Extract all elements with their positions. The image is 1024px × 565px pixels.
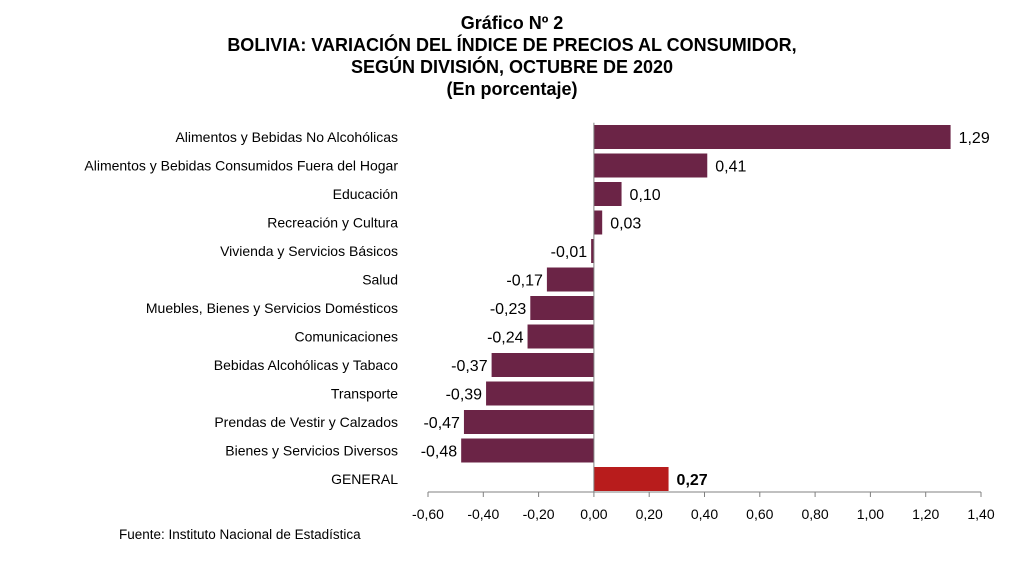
chart-title-main: BOLIVIA: VARIACIÓN DEL ÍNDICE DE PRECIOS… xyxy=(227,35,797,55)
category-label-3: Recreación y Cultura xyxy=(267,215,398,231)
bar-10 xyxy=(463,410,594,434)
value-label-9: -0,39 xyxy=(446,387,483,404)
x-tick-label-7: 0,80 xyxy=(801,506,828,522)
value-label-7: -0,24 xyxy=(487,330,524,347)
category-label-6: Muebles, Bienes y Servicios Domésticos xyxy=(146,300,398,316)
chart-title-unit: (En porcentaje) xyxy=(446,79,578,99)
category-label-12: GENERAL xyxy=(331,471,398,487)
bar-11 xyxy=(461,438,594,463)
x-tick-label-9: 1,20 xyxy=(912,506,939,522)
category-label-9: Transporte xyxy=(331,386,398,402)
category-label-4: Vivienda y Servicios Básicos xyxy=(220,243,398,259)
bar-4 xyxy=(591,239,594,263)
bar-1 xyxy=(593,153,708,178)
x-tick-label-6: 0,60 xyxy=(746,506,773,522)
value-label-2: 0,10 xyxy=(630,187,661,204)
category-label-8: Bebidas Alcohólicas y Tabaco xyxy=(214,357,398,373)
x-tick-label-1: -0,40 xyxy=(467,506,499,522)
value-label-1: 0,41 xyxy=(715,159,746,176)
value-label-12: 0,27 xyxy=(677,472,708,489)
value-label-4: -0,01 xyxy=(551,244,588,261)
x-tick-label-0: -0,60 xyxy=(412,506,444,522)
chart-title-sub: SEGÚN DIVISIÓN, OCTUBRE DE 2020 xyxy=(350,57,674,77)
value-label-6: -0,23 xyxy=(490,301,527,318)
x-tick-label-3: 0,00 xyxy=(580,506,607,522)
bar-9 xyxy=(486,381,594,406)
x-tick-label-8: 1,00 xyxy=(857,506,884,522)
value-label-10: -0,47 xyxy=(423,415,460,432)
value-label-3: 0,03 xyxy=(610,216,641,233)
category-label-10: Prendas de Vestir y Calzados xyxy=(214,414,398,430)
category-label-5: Salud xyxy=(362,272,398,288)
x-tick-label-10: 1,40 xyxy=(967,506,994,522)
value-label-0: 1,29 xyxy=(959,130,990,147)
chart-title-number: Gráfico Nº 2 xyxy=(460,13,564,33)
bar-12 xyxy=(593,467,669,491)
bar-6 xyxy=(530,296,594,320)
category-label-0: Alimentos y Bebidas No Alcohólicas xyxy=(175,129,398,145)
bar-2 xyxy=(593,182,622,206)
bar-7 xyxy=(527,324,594,349)
category-label-2: Educación xyxy=(333,186,398,202)
category-label-11: Bienes y Servicios Diversos xyxy=(225,443,398,459)
bar-0 xyxy=(593,125,951,149)
category-label-1: Alimentos y Bebidas Consumidos Fuera del… xyxy=(84,158,398,174)
value-label-5: -0,17 xyxy=(506,273,543,290)
category-label-7: Comunicaciones xyxy=(295,329,399,345)
x-tick-label-5: 0,40 xyxy=(691,506,718,522)
bar-5 xyxy=(546,267,594,292)
x-tick-label-4: 0,20 xyxy=(636,506,663,522)
bar-3 xyxy=(593,210,603,235)
source-note: Fuente: Instituto Nacional de Estadístic… xyxy=(119,527,361,542)
bar-8 xyxy=(491,353,594,377)
value-label-8: -0,37 xyxy=(451,358,488,375)
x-tick-label-2: -0,20 xyxy=(523,506,555,522)
chart-title-block: Gráfico Nº 2 BOLIVIA: VARIACIÓN DEL ÍNDI… xyxy=(0,12,1024,100)
value-label-11: -0,48 xyxy=(421,444,458,461)
